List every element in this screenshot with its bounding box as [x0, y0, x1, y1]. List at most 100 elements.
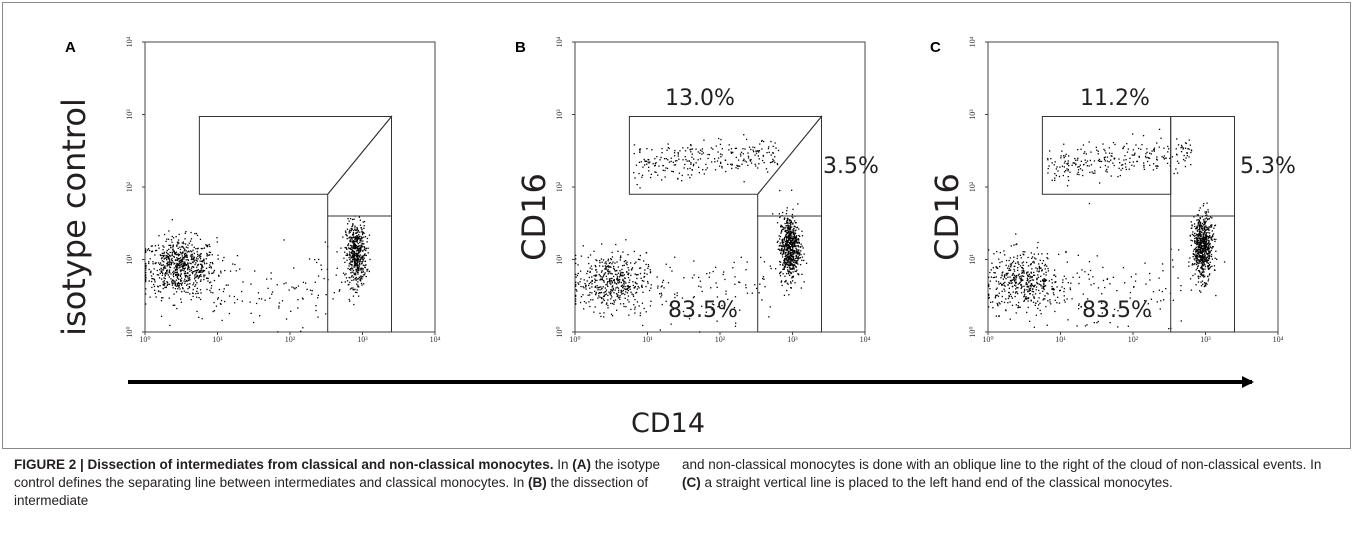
- data-point: [1019, 306, 1021, 308]
- data-point: [1195, 263, 1198, 266]
- data-point: [1067, 162, 1069, 164]
- scatter-points: [988, 128, 1226, 330]
- data-point: [359, 256, 361, 258]
- data-point: [1090, 284, 1092, 286]
- data-point: [997, 295, 1000, 297]
- x-tick-label: 10³: [357, 335, 368, 344]
- data-point: [1206, 239, 1208, 241]
- data-point: [1051, 162, 1053, 164]
- data-point: [660, 156, 662, 159]
- data-point: [641, 280, 643, 282]
- data-point: [184, 248, 186, 251]
- data-point: [1200, 224, 1202, 226]
- data-point: [1075, 159, 1077, 161]
- data-point: [1201, 216, 1203, 218]
- data-point: [1156, 167, 1158, 169]
- data-point: [1043, 298, 1045, 300]
- data-point: [667, 143, 669, 145]
- data-point: [706, 273, 708, 275]
- data-point: [622, 272, 624, 274]
- data-point: [350, 247, 352, 249]
- data-point: [797, 253, 799, 255]
- data-point: [168, 248, 170, 250]
- data-point: [1196, 219, 1198, 221]
- data-point: [174, 288, 177, 290]
- data-point: [356, 248, 358, 250]
- data-point: [613, 265, 615, 268]
- data-point: [1159, 308, 1161, 310]
- data-point: [200, 292, 202, 294]
- data-point: [1205, 241, 1207, 244]
- data-point: [1096, 322, 1098, 324]
- data-point: [1203, 263, 1205, 265]
- data-point: [1008, 259, 1010, 262]
- data-point: [635, 292, 637, 294]
- data-point: [1005, 272, 1007, 275]
- data-point: [208, 271, 210, 273]
- data-point: [575, 276, 577, 278]
- data-point: [1206, 247, 1209, 250]
- data-point: [278, 302, 281, 304]
- data-point: [1199, 246, 1202, 248]
- data-point: [795, 247, 797, 249]
- data-point: [1047, 159, 1049, 161]
- data-point: [1069, 171, 1071, 173]
- data-point: [705, 163, 707, 166]
- data-point: [348, 276, 350, 279]
- data-point: [988, 296, 990, 299]
- data-point: [750, 159, 752, 161]
- data-point: [1172, 266, 1174, 268]
- data-point: [185, 255, 187, 257]
- data-point: [796, 226, 799, 228]
- data-point: [361, 236, 363, 239]
- data-point: [743, 158, 745, 160]
- data-point: [1069, 287, 1071, 289]
- data-point: [1035, 267, 1037, 269]
- data-point: [785, 238, 788, 240]
- data-point: [1077, 171, 1079, 173]
- data-point: [671, 270, 673, 272]
- data-point: [1194, 242, 1196, 244]
- data-point: [1013, 270, 1016, 272]
- data-point: [1032, 291, 1035, 293]
- data-point: [988, 306, 990, 308]
- data-point: [359, 250, 361, 252]
- data-point: [1042, 299, 1044, 301]
- data-point: [344, 274, 346, 276]
- data-point: [361, 267, 363, 269]
- data-point: [1063, 299, 1065, 301]
- data-point: [1019, 254, 1022, 256]
- data-point: [1206, 202, 1208, 204]
- data-point: [700, 286, 702, 288]
- data-point: [788, 245, 790, 247]
- data-point: [1040, 285, 1042, 287]
- data-point: [601, 270, 603, 272]
- data-point: [1176, 154, 1178, 156]
- data-point: [990, 276, 992, 278]
- data-point: [631, 268, 633, 270]
- data-point: [170, 244, 172, 247]
- data-point: [1198, 254, 1201, 257]
- data-point: [1106, 168, 1108, 171]
- data-point: [772, 158, 774, 160]
- data-point: [169, 260, 171, 262]
- data-point: [789, 262, 791, 265]
- data-point: [777, 248, 779, 250]
- data-point: [357, 273, 359, 275]
- data-point: [347, 254, 349, 256]
- data-point: [1064, 301, 1066, 303]
- data-point: [175, 285, 177, 287]
- data-point: [1044, 298, 1046, 300]
- data-point: [602, 298, 605, 300]
- data-point: [616, 274, 618, 276]
- data-point: [1206, 259, 1208, 261]
- data-point: [1204, 236, 1206, 239]
- data-point: [176, 257, 178, 259]
- data-point: [1077, 157, 1079, 159]
- data-point: [1204, 249, 1207, 251]
- data-point: [621, 290, 623, 293]
- data-point: [1134, 280, 1137, 282]
- data-point: [347, 244, 349, 246]
- data-point: [171, 257, 173, 260]
